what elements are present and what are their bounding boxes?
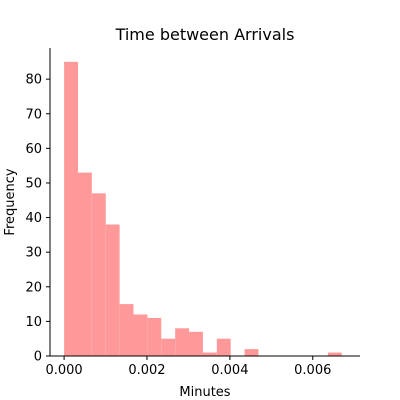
x-tick-label-1: 0.002 [128, 363, 165, 378]
x-tick-label-3: 0.006 [294, 363, 331, 378]
histogram-bar-2 [92, 193, 106, 356]
y-axis-ticks: 0 10 20 30 40 50 60 70 80 [25, 73, 50, 365]
histogram-bar-9 [189, 332, 203, 356]
histogram-bar-11 [217, 339, 231, 356]
y-tick-label-7: 70 [25, 107, 42, 122]
y-tick-label-0: 0 [34, 350, 42, 365]
histogram-bar-3 [106, 224, 120, 356]
y-tick-label-3: 30 [25, 246, 42, 261]
y-tick-label-8: 80 [25, 73, 42, 88]
y-tick-label-6: 60 [25, 142, 42, 157]
histogram-bar-0 [64, 62, 78, 356]
x-axis-ticks: 0.000 0.002 0.004 0.006 [45, 356, 331, 378]
histogram-bar-10 [203, 353, 217, 356]
x-axis-label: Minutes [179, 385, 230, 400]
x-tick-label-2: 0.004 [211, 363, 248, 378]
histogram-bar-13 [245, 349, 259, 356]
y-tick-label-4: 40 [25, 211, 42, 226]
histogram-bar-1 [78, 173, 92, 356]
bars-group [64, 62, 342, 356]
y-tick-label-1: 10 [25, 315, 42, 330]
histogram-bar-19 [328, 353, 342, 356]
histogram-bar-4 [120, 304, 134, 356]
y-axis-label: Frequency [3, 168, 18, 235]
histogram-bar-6 [147, 318, 161, 356]
histogram-bar-7 [161, 339, 175, 356]
histogram-bar-5 [134, 314, 148, 356]
histogram-bar-8 [175, 328, 189, 356]
y-tick-label-5: 50 [25, 176, 42, 191]
x-tick-label-0: 0.000 [45, 363, 82, 378]
chart-title: Time between Arrivals [115, 25, 295, 44]
y-tick-label-2: 20 [25, 280, 42, 295]
